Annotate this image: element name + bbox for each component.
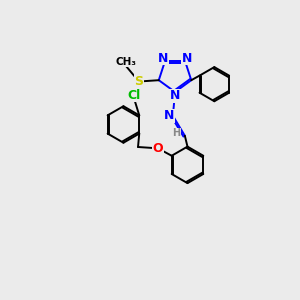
Text: H: H [172,128,181,138]
Text: CH₃: CH₃ [115,57,136,67]
Text: S: S [134,75,143,88]
Text: O: O [153,142,163,155]
Text: N: N [158,52,168,65]
Text: N: N [182,52,192,65]
Text: N: N [170,89,180,102]
Text: Cl: Cl [127,89,141,102]
Text: N: N [164,109,175,122]
